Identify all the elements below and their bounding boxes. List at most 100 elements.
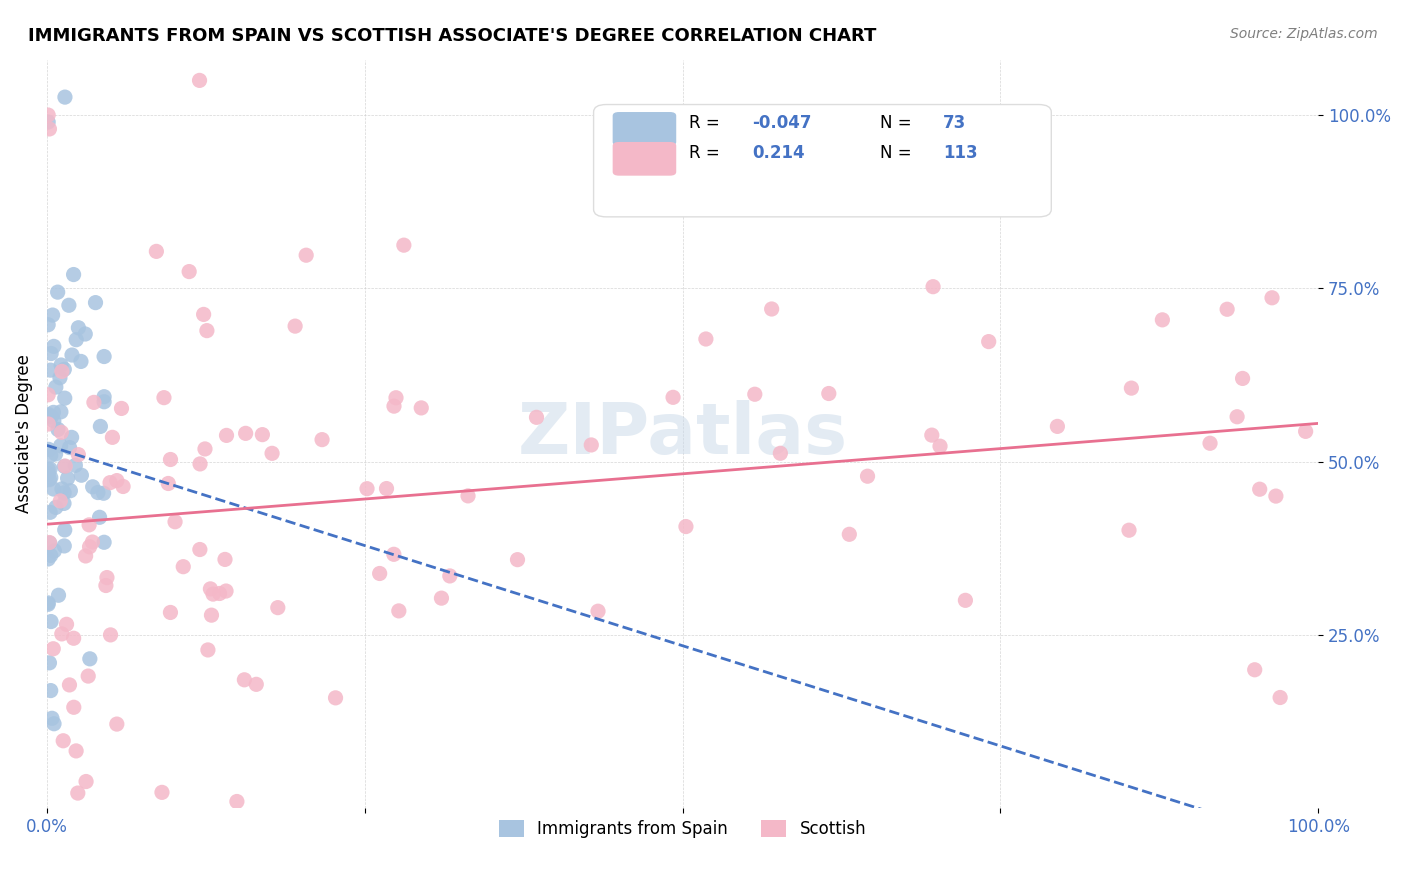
Point	[675, 519, 697, 533]
Point	[93, 390, 115, 404]
Text: ZIPatlas: ZIPatlas	[517, 400, 848, 468]
Point	[38, 122, 60, 136]
Point	[60, 348, 83, 362]
Point	[70, 354, 93, 368]
Point	[53, 523, 76, 537]
Point	[62, 700, 84, 714]
Point	[41, 409, 63, 424]
Point	[58, 441, 80, 455]
Point	[39, 470, 62, 484]
Point	[98, 475, 121, 490]
Point	[744, 387, 766, 401]
Point	[214, 552, 236, 566]
Point	[75, 774, 97, 789]
Point	[411, 401, 433, 415]
Point	[325, 690, 347, 705]
Point	[1226, 409, 1249, 424]
Text: R =: R =	[689, 145, 725, 162]
Point	[93, 350, 115, 364]
Point	[51, 627, 73, 641]
Point	[581, 438, 603, 452]
Point	[79, 652, 101, 666]
Point	[37, 318, 59, 332]
Point	[89, 510, 111, 524]
Point	[37, 462, 59, 476]
Point	[53, 391, 76, 405]
Point	[58, 678, 80, 692]
Point	[87, 485, 110, 500]
Point	[662, 390, 685, 404]
Point	[817, 386, 839, 401]
Point	[89, 419, 111, 434]
Point	[38, 442, 60, 457]
Point	[82, 480, 104, 494]
Point	[856, 469, 879, 483]
Point	[49, 358, 72, 372]
Point	[105, 717, 128, 731]
Point	[39, 363, 62, 377]
Point	[49, 370, 72, 384]
Point	[62, 632, 84, 646]
Point	[51, 425, 73, 440]
Point	[262, 446, 284, 460]
Point	[457, 489, 479, 503]
Point	[252, 427, 274, 442]
Point	[769, 446, 792, 460]
Point	[94, 578, 117, 592]
Point	[62, 268, 84, 282]
Point	[37, 417, 59, 431]
Point	[1264, 489, 1286, 503]
Point	[75, 326, 97, 341]
Y-axis label: Associate's Degree: Associate's Degree	[15, 355, 32, 514]
Point	[375, 482, 398, 496]
Point	[761, 301, 783, 316]
Point	[955, 593, 977, 607]
Point	[38, 656, 60, 670]
Point	[195, 324, 218, 338]
Point	[586, 604, 609, 618]
Point	[1295, 425, 1317, 439]
Point	[100, 628, 122, 642]
Point	[42, 716, 65, 731]
Point	[41, 711, 63, 725]
Point	[82, 535, 104, 549]
Text: N =: N =	[880, 114, 917, 132]
FancyBboxPatch shape	[593, 104, 1052, 217]
Point	[193, 307, 215, 321]
Point	[1268, 690, 1291, 705]
Point	[157, 476, 180, 491]
Point	[977, 334, 1000, 349]
Point	[202, 587, 225, 601]
Point	[42, 482, 65, 496]
Point	[51, 364, 73, 378]
Text: R =: R =	[689, 114, 725, 132]
Point	[39, 346, 62, 360]
Point	[77, 669, 100, 683]
Point	[506, 552, 529, 566]
Text: 0.214: 0.214	[752, 145, 806, 162]
Point	[267, 600, 290, 615]
Point	[188, 542, 211, 557]
Point	[56, 471, 79, 485]
Point	[382, 399, 405, 413]
Point	[165, 515, 187, 529]
Point	[37, 388, 59, 402]
Point	[208, 586, 231, 600]
Point	[49, 405, 72, 419]
Point	[39, 549, 62, 563]
Point	[41, 308, 63, 322]
Point	[368, 566, 391, 581]
Point	[93, 486, 115, 500]
Point	[38, 535, 60, 549]
Point	[67, 320, 90, 334]
Point	[921, 428, 943, 442]
Point	[929, 439, 952, 453]
Point	[39, 449, 62, 463]
Point	[37, 115, 59, 129]
Point	[70, 468, 93, 483]
Point	[37, 597, 59, 611]
Point	[110, 401, 132, 416]
Point	[1118, 523, 1140, 537]
Point	[1199, 436, 1222, 450]
Point	[77, 517, 100, 532]
